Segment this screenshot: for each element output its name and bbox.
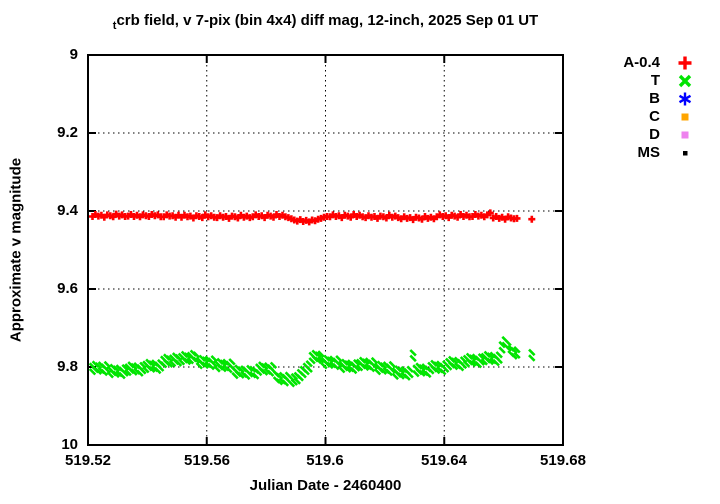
legend-label: MS bbox=[637, 144, 661, 161]
y-tick-label: 9.8 bbox=[57, 358, 78, 375]
asterisk-marker-icon bbox=[678, 92, 692, 106]
y-tick-label: 10 bbox=[61, 436, 78, 453]
legend-item-d: D bbox=[553, 126, 693, 144]
dot-marker-icon bbox=[683, 151, 688, 156]
legend-label: D bbox=[649, 126, 660, 143]
y-tick-label: 9.2 bbox=[57, 124, 78, 141]
chart-title: tcrb field, v 7-pix (bin 4x4) diff mag, … bbox=[88, 12, 563, 32]
x-axis-label: Julian Date - 2460400 bbox=[249, 477, 402, 494]
square-marker-icon bbox=[681, 113, 689, 121]
x-tick-label: 519.56 bbox=[184, 452, 230, 469]
legend-item-ms: MS bbox=[553, 144, 693, 162]
square-marker-icon bbox=[681, 131, 689, 139]
x-tick-label: 519.52 bbox=[65, 452, 111, 469]
xcross-marker-icon bbox=[678, 74, 692, 88]
legend-label: A-0.4 bbox=[623, 54, 660, 71]
x-tick-label: 519.64 bbox=[421, 452, 467, 469]
y-tick-label: 9.6 bbox=[57, 280, 78, 297]
title-subscript: t bbox=[112, 20, 117, 32]
title-text: crb field, v 7-pix (bin 4x4) diff mag, 1… bbox=[116, 12, 539, 29]
y-tick-label: 9 bbox=[69, 46, 78, 63]
legend-item-t: T bbox=[553, 72, 693, 90]
legend-label: T bbox=[650, 72, 660, 89]
plus-marker-icon bbox=[678, 56, 692, 70]
legend-label: B bbox=[649, 90, 660, 107]
y-axis-label: Approximate v magnitude bbox=[7, 157, 25, 343]
legend-item-b: B bbox=[553, 90, 693, 108]
x-tick-label: 519.68 bbox=[540, 452, 586, 469]
y-tick-label: 9.4 bbox=[57, 202, 78, 219]
legend-label: C bbox=[649, 108, 660, 125]
legend: A-0.4 T B C D MS bbox=[553, 54, 693, 162]
legend-item-a: A-0.4 bbox=[553, 54, 693, 72]
legend-item-c: C bbox=[553, 108, 693, 126]
x-tick-label: 519.6 bbox=[306, 452, 344, 469]
